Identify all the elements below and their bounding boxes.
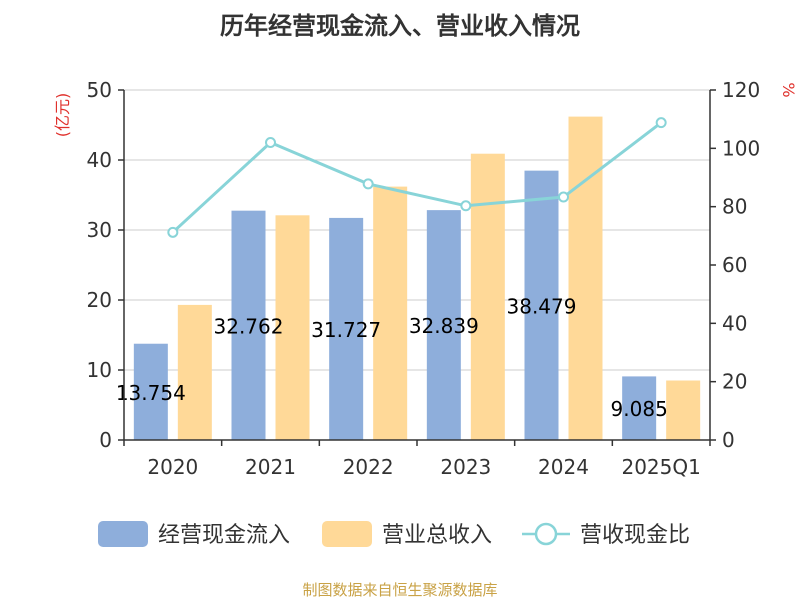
legend-label-2: 营收现金比 xyxy=(580,523,690,548)
left-tick-label: 20 xyxy=(87,288,112,312)
legend-swatch-0 xyxy=(98,521,148,547)
legend-swatch-1 xyxy=(322,521,372,547)
right-tick-label: 40 xyxy=(722,311,747,335)
left-tick-label: 30 xyxy=(87,218,112,242)
ratio-point-2021 xyxy=(265,137,276,148)
bar-cash-inflow-2023 xyxy=(426,210,461,440)
x-tick-label-2024: 2024 xyxy=(538,455,589,479)
x-tick-label-2022: 2022 xyxy=(343,455,394,479)
bar-cash-inflow-2022 xyxy=(329,217,364,440)
ratio-line xyxy=(167,117,667,238)
left-tick-label: 50 xyxy=(87,78,112,102)
bar-cash-inflow-2024 xyxy=(524,170,559,440)
right-tick-label: 80 xyxy=(722,195,747,219)
left-tick-label: 40 xyxy=(87,148,112,172)
right-tick-label: 100 xyxy=(722,136,760,160)
left-tick-label: 10 xyxy=(87,358,112,382)
data-label-2025Q1: 9.085 xyxy=(611,397,668,421)
bar-cash-inflow-2020 xyxy=(133,343,168,440)
bar-revenue-2021 xyxy=(275,215,310,440)
right-tick-label: 0 xyxy=(722,428,735,452)
x-tick-label-2025Q1: 2025Q1 xyxy=(621,455,700,479)
bar-cash-inflow-2021 xyxy=(231,210,266,440)
data-label-2020: 13.754 xyxy=(116,381,186,405)
data-label-2024: 38.479 xyxy=(507,294,577,318)
right-tick-label: 20 xyxy=(722,370,747,394)
legend-label-1: 营业总收入 xyxy=(382,523,492,548)
bar-revenue-2020 xyxy=(177,304,212,440)
bars xyxy=(133,116,701,440)
ratio-point-2023 xyxy=(460,200,472,212)
legend-marker-2 xyxy=(534,522,558,546)
left-tick-label: 0 xyxy=(99,428,112,452)
bar-cash-inflow-2025Q1 xyxy=(622,376,657,440)
bar-revenue-2023 xyxy=(470,153,505,440)
ratio-point-2022 xyxy=(362,178,374,190)
x-tick-label-2021: 2021 xyxy=(245,455,296,479)
legend: 经营现金流入 营业总收入 营收现金比 xyxy=(98,521,690,548)
x-tick-label-2020: 2020 xyxy=(147,455,198,479)
bar-revenue-2022 xyxy=(373,186,408,440)
bar-revenue-2025Q1 xyxy=(666,380,701,440)
ratio-point-2024 xyxy=(558,191,569,203)
ratio-point-2020 xyxy=(167,226,179,238)
bar-revenue-2024 xyxy=(568,116,603,440)
left-axis-unit: (亿元) xyxy=(53,93,72,138)
axes: 0 10 20 30 40 50 0 20 40 60 80 100 120 2020 2021 2022 20… xyxy=(87,78,761,479)
ratio-point-2025Q1 xyxy=(655,117,667,129)
legend-label-0: 经营现金流入 xyxy=(158,523,290,548)
right-tick-label: 120 xyxy=(722,78,760,102)
right-tick-label: 60 xyxy=(722,253,747,277)
right-axis-unit: % xyxy=(779,82,798,97)
chart-title: 历年经营现金流入、营业收入情况 xyxy=(220,12,580,40)
x-tick-label-2023: 2023 xyxy=(440,455,491,479)
ratio-line-path xyxy=(171,121,663,234)
data-label-2022: 31.727 xyxy=(311,318,381,342)
source-note: 制图数据来自恒生聚源数据库 xyxy=(302,581,497,599)
data-label-2021: 32.762 xyxy=(214,314,284,338)
data-labels: 13.754 32.762 31.727 32.839 38.479 9.085 xyxy=(116,294,668,421)
data-label-2023: 32.839 xyxy=(409,314,479,338)
